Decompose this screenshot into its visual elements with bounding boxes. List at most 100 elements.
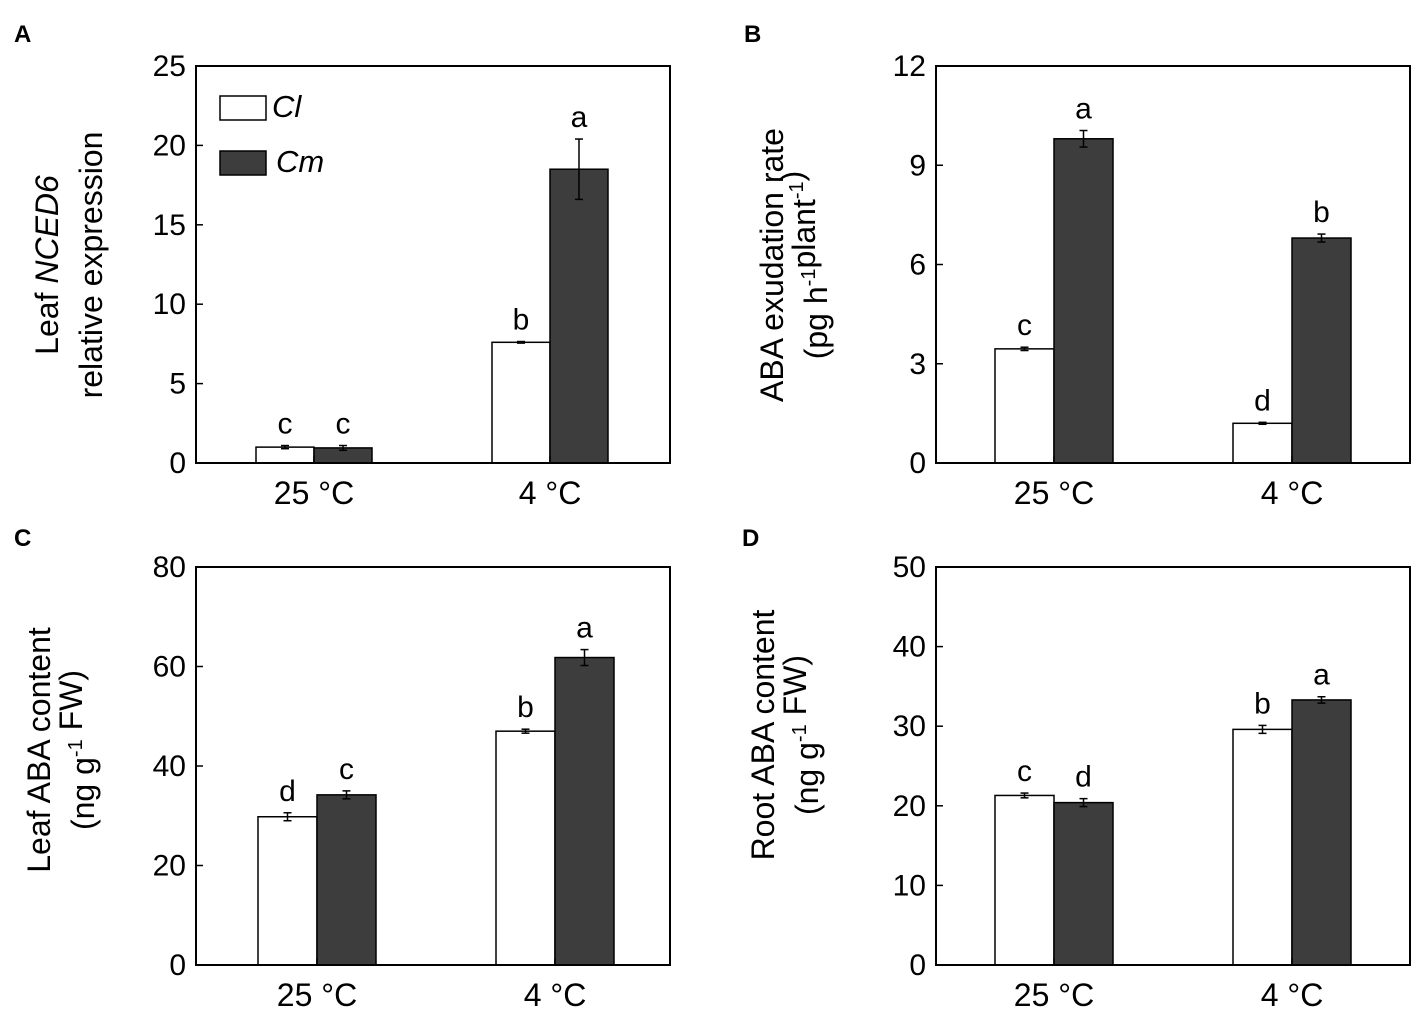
y-tick-label: 20 [893, 790, 926, 823]
x-category-label: 4 °C [524, 977, 587, 1013]
y-tick-label: 6 [909, 249, 926, 282]
significance-letter: b [1313, 196, 1330, 229]
significance-letter: c [1017, 309, 1032, 342]
y-axis-label-line: Root ABA content [745, 609, 781, 860]
legend-swatch-cm [219, 150, 267, 176]
y-axis-label-line: Leaf ABA content [21, 627, 57, 873]
significance-letter: a [1075, 93, 1092, 126]
bar-cl-4c [1232, 422, 1293, 464]
legend-label-cm: Cm [276, 144, 324, 179]
superscript: -1 [798, 269, 820, 287]
y-tick-label: 15 [153, 209, 186, 242]
bar-cl-4c [495, 730, 556, 966]
x-category-label: 4 °C [1261, 977, 1324, 1013]
bar-cm-4c [549, 168, 609, 464]
y-tick-label: 3 [909, 348, 926, 381]
y-tick-label: 30 [893, 710, 926, 743]
label-text: (ng g [789, 742, 825, 815]
x-category-label: 25 °C [274, 475, 354, 511]
y-axis-label-line: (ng g-1 FW) [777, 655, 825, 815]
x-category-label: 25 °C [1014, 977, 1094, 1013]
bar-cm-4c [1291, 237, 1352, 464]
y-tick-label: 20 [153, 129, 186, 162]
plot-frame [195, 65, 671, 464]
chart-panel-d: D Root ABA content (ng g-1 FW) 0 10 20 30 40 50 c… [742, 525, 1411, 1013]
chart-panel-c: C Leaf ABA content (ng g-1 FW) 0 20 40 60 80 d c 2… [14, 525, 671, 1013]
label-text: (pg h [798, 286, 834, 359]
bar-cm-25c [1053, 801, 1114, 966]
label-text: relative expression [73, 132, 109, 399]
y-tick-label: 25 [153, 50, 186, 83]
label-text: Root ABA content [745, 609, 781, 860]
significance-letter: d [1075, 761, 1092, 794]
legend-swatch-cl [219, 95, 267, 121]
significance-letter: a [571, 101, 588, 134]
significance-letter: c [336, 408, 351, 441]
y-axis-label-line: ABA exudation rate [754, 128, 790, 402]
superscript: -1 [789, 724, 811, 742]
plot-frame [935, 65, 1411, 464]
y-tick-label: 0 [909, 447, 926, 480]
label-text: Leaf [29, 284, 65, 355]
panel-letter: C [14, 525, 31, 552]
label-text: plant [786, 199, 822, 269]
significance-letter: a [1313, 659, 1330, 692]
y-tick-label: 5 [169, 368, 186, 401]
label-text: FW) [777, 655, 813, 724]
y-axis-label: ABA exudation rate (pg h-1plant-1) [754, 128, 834, 402]
y-tick-label: 10 [893, 869, 926, 902]
panel-letter: B [744, 21, 761, 48]
bar-cl-4c [491, 341, 551, 464]
y-axis-label-line: Leaf NCED6 [29, 175, 65, 355]
bar-cl-25c [994, 348, 1055, 464]
legend-label-cl: Cl [272, 89, 302, 124]
label-text: ) [774, 171, 810, 182]
label-text: (ng g [65, 757, 101, 830]
significance-letter: b [517, 691, 534, 724]
bar-cm-4c [554, 656, 615, 966]
x-category-label: 25 °C [277, 977, 357, 1013]
significance-letter: d [279, 775, 296, 808]
y-tick-label: 0 [169, 949, 186, 982]
y-axis-label: Root ABA content (ng g-1 FW) [745, 609, 825, 860]
y-axis-label: Leaf NCED6 relative expression [29, 132, 109, 399]
significance-letter: b [1254, 687, 1271, 720]
bar-cm-25c [1053, 138, 1114, 464]
y-axis-label-line: (ng g-1 FW) [53, 670, 101, 830]
label-text: ABA exudation rate [754, 128, 790, 402]
superscript: -1 [786, 181, 808, 199]
significance-letter: c [339, 753, 354, 786]
plot-frame [195, 566, 671, 966]
panel-letter: A [14, 21, 31, 48]
y-tick-label: 80 [153, 551, 186, 584]
y-axis-label-line: (pg h-1plant-1) [774, 171, 834, 360]
significance-letter: a [576, 612, 593, 645]
y-axis-label: Leaf ABA content (ng g-1 FW) [21, 627, 101, 873]
y-tick-label: 0 [169, 447, 186, 480]
superscript: -1 [65, 739, 87, 757]
gene-name: NCED6 [29, 175, 65, 284]
plot-frame [935, 566, 1411, 966]
significance-letter: d [1254, 384, 1271, 417]
y-tick-label: 9 [909, 149, 926, 182]
bar-cl-25c [257, 815, 318, 966]
y-tick-label: 20 [153, 850, 186, 883]
y-tick-label: 0 [909, 949, 926, 982]
panel-letter: D [742, 525, 759, 552]
bar-cl-4c [1232, 728, 1293, 966]
significance-letter: c [278, 408, 293, 441]
chart-panel-a: A Leaf NCED6 relative expression 0 5 10 15 20 25… [14, 21, 671, 511]
x-category-label: 4 °C [519, 475, 582, 511]
significance-letter: c [1017, 755, 1032, 788]
y-tick-label: 40 [893, 631, 926, 664]
x-category-label: 4 °C [1261, 475, 1324, 511]
x-category-label: 25 °C [1014, 475, 1094, 511]
label-text: FW) [53, 670, 89, 739]
bar-cm-4c [1291, 699, 1352, 966]
y-tick-label: 50 [893, 551, 926, 584]
bar-cm-25c [316, 794, 377, 966]
bar-cl-25c [255, 446, 315, 464]
y-tick-label: 10 [153, 288, 186, 321]
